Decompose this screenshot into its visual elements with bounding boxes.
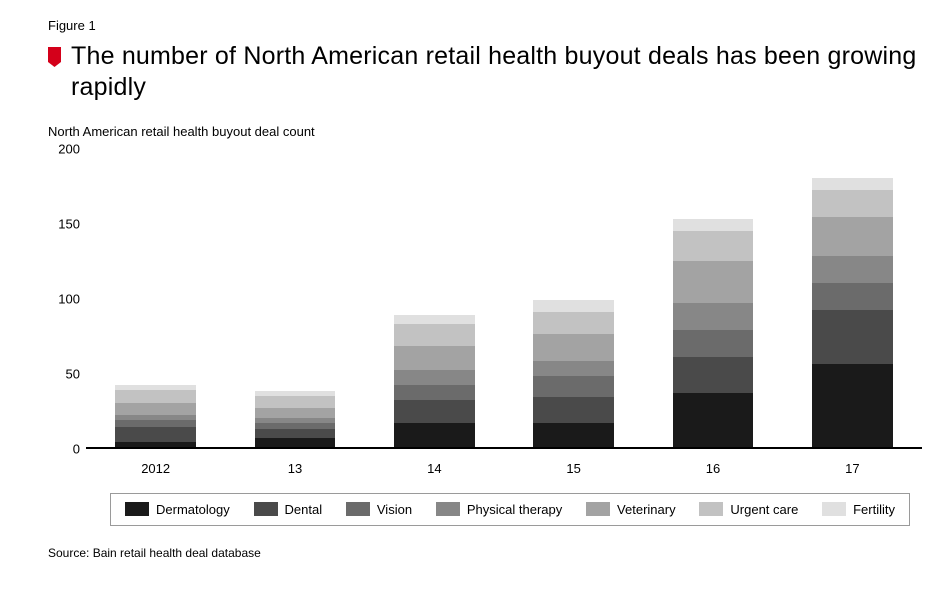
bar-segment	[673, 303, 754, 330]
bar-segment	[673, 219, 754, 231]
brand-marker-icon	[48, 47, 61, 67]
bar-segment	[812, 256, 893, 283]
bar-segment	[115, 427, 196, 442]
bar-segment	[673, 393, 754, 447]
bar-segment	[115, 403, 196, 415]
bar-segment	[812, 217, 893, 256]
legend-item: Veterinary	[586, 502, 676, 517]
bar-segment	[673, 231, 754, 261]
bar-segment	[673, 261, 754, 303]
bar-segment	[394, 400, 475, 423]
source-line: Source: Bain retail health deal database	[48, 546, 922, 560]
legend-swatch-icon	[822, 502, 846, 516]
x-tick-label: 15	[566, 461, 580, 476]
bar-segment	[394, 385, 475, 400]
legend-swatch-icon	[586, 502, 610, 516]
bar-segment	[533, 300, 614, 312]
bar-segment	[533, 312, 614, 335]
x-tick-label: 16	[706, 461, 720, 476]
legend-item: Physical therapy	[436, 502, 562, 517]
bar-segment	[115, 420, 196, 428]
legend-item: Vision	[346, 502, 412, 517]
x-tick-label: 2012	[141, 461, 170, 476]
y-tick-label: 0	[73, 441, 80, 456]
bar-segment	[255, 396, 336, 408]
bar-segment	[255, 429, 336, 438]
y-tick-label: 50	[66, 366, 80, 381]
chart-area: 050100150200 20121314151617	[48, 149, 922, 479]
bar-segment	[394, 324, 475, 347]
y-tick-label: 200	[58, 141, 80, 156]
bar-segment	[255, 408, 336, 419]
legend-item: Urgent care	[699, 502, 798, 517]
bar-segment	[812, 283, 893, 310]
bar-segment	[255, 438, 336, 447]
chart-subtitle: North American retail health buyout deal…	[48, 124, 922, 139]
legend-label: Fertility	[853, 502, 895, 517]
bar-segment	[394, 346, 475, 370]
stacked-bar	[533, 300, 614, 447]
bar-segment	[533, 376, 614, 397]
bar-segment	[533, 361, 614, 376]
stacked-bar	[673, 219, 754, 447]
stacked-bar	[812, 178, 893, 447]
legend-label: Urgent care	[730, 502, 798, 517]
bar-segment	[533, 423, 614, 447]
x-axis-labels: 2012 13 14 15 16 17	[86, 455, 922, 479]
legend-label: Veterinary	[617, 502, 676, 517]
bar-segment	[533, 397, 614, 423]
stacked-bar	[394, 315, 475, 447]
bar-segment	[394, 423, 475, 447]
x-tick-label: 14	[427, 461, 441, 476]
y-axis: 050100150200	[48, 149, 86, 449]
legend-item: Fertility	[822, 502, 895, 517]
chart-title: The number of North American retail heal…	[71, 41, 922, 104]
bar-segment	[394, 315, 475, 324]
bar-segment	[673, 357, 754, 393]
figure-label: Figure 1	[48, 18, 922, 33]
legend-label: Dermatology	[156, 502, 230, 517]
figure-container: Figure 1 The number of North American re…	[48, 18, 922, 560]
y-tick-label: 100	[58, 291, 80, 306]
legend: Dermatology Dental Vision Physical therapy V…	[110, 493, 910, 526]
legend-swatch-icon	[254, 502, 278, 516]
y-tick-label: 150	[58, 216, 80, 231]
legend-label: Dental	[285, 502, 323, 517]
title-row: The number of North American retail heal…	[48, 41, 922, 104]
legend-label: Physical therapy	[467, 502, 562, 517]
legend-item: Dental	[254, 502, 323, 517]
stacked-bar	[255, 391, 336, 447]
bar-segment	[115, 390, 196, 404]
plot-region	[86, 149, 922, 449]
bar-segment	[533, 334, 614, 361]
legend-item: Dermatology	[125, 502, 230, 517]
bar-segment	[115, 442, 196, 447]
legend-swatch-icon	[346, 502, 370, 516]
legend-swatch-icon	[436, 502, 460, 516]
bar-segment	[673, 330, 754, 357]
x-tick-label: 13	[288, 461, 302, 476]
legend-label: Vision	[377, 502, 412, 517]
bar-segment	[812, 364, 893, 447]
legend-swatch-icon	[699, 502, 723, 516]
stacked-bar	[115, 385, 196, 447]
bar-segment	[394, 370, 475, 385]
x-tick-label: 17	[845, 461, 859, 476]
legend-swatch-icon	[125, 502, 149, 516]
bar-segment	[812, 190, 893, 217]
bar-segment	[812, 178, 893, 190]
bar-segment	[812, 310, 893, 364]
